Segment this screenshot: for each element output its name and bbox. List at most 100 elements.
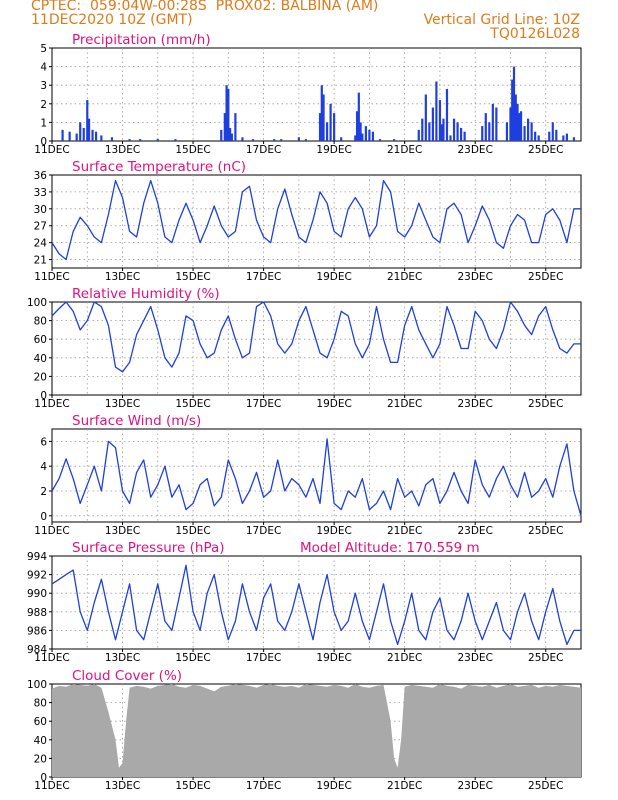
panel2-xtick-label: 15DEC xyxy=(175,271,210,283)
panel1-bar xyxy=(523,126,526,141)
panel1-xtick-label: 25DEC xyxy=(528,144,563,156)
panel4-xtick-label: 17DEC xyxy=(246,525,281,537)
panel1-bar xyxy=(174,139,177,141)
panel1-bar xyxy=(359,122,362,141)
panel4-xtick-label: 19DEC xyxy=(316,525,351,537)
panel1-bar xyxy=(417,129,420,141)
panel3-ytick-label: 20 xyxy=(34,371,47,383)
panel1-bar xyxy=(551,122,554,141)
panel1-bar xyxy=(548,131,551,141)
header-line2-left: 11DEC2020 10Z (GMT) xyxy=(31,12,193,28)
panel6-ytick-label: 0 xyxy=(40,772,47,784)
panel1-bar xyxy=(572,137,576,141)
panel1-bar xyxy=(442,118,445,141)
panel2-ytick-label: 36 xyxy=(34,170,48,182)
panel6-xtick-label: 19DEC xyxy=(316,780,351,792)
panel6-xtick-label: 13DEC xyxy=(105,780,140,792)
panel1-bar xyxy=(555,129,558,141)
panel6-ytick-label: 80 xyxy=(34,698,47,710)
panel2-xtick-label: 21DEC xyxy=(387,271,422,283)
panel4-xtick-label: 13DEC xyxy=(105,525,140,537)
panel1-bar xyxy=(225,85,228,141)
panel4-ytick-label: 2 xyxy=(40,486,47,498)
panel1-bar xyxy=(82,127,85,141)
panel1-bar xyxy=(491,103,494,141)
panel5-ytick-label: 990 xyxy=(27,588,47,600)
panel4-ytick-label: 4 xyxy=(40,461,47,473)
panel3-frame xyxy=(51,301,582,396)
panel1-bar xyxy=(440,124,443,141)
panel1-bar xyxy=(438,100,442,141)
header-line1-left: CPTEC: 059:04W-00:28S PROX02: BALBINA (A… xyxy=(31,0,379,14)
panel2-xtick-label: 19DEC xyxy=(316,271,351,283)
panel1-ytick-label: 5 xyxy=(40,43,47,55)
panel2-xtick-label: 25DEC xyxy=(528,271,563,283)
panel6-xtick-label: 11DEC xyxy=(34,780,69,792)
panel1-bar xyxy=(530,122,533,141)
panel4-xtick-label: 21DEC xyxy=(387,525,422,537)
panel4-xtick-label: 11DEC xyxy=(34,525,69,537)
panel2-ytick-label: 27 xyxy=(34,221,47,233)
panel1-bar xyxy=(565,133,568,141)
panel1-bar xyxy=(355,111,359,141)
panel1-xtick-label: 13DEC xyxy=(105,144,140,156)
panel3-xtick-label: 15DEC xyxy=(175,398,210,410)
panel1-bar xyxy=(220,129,223,141)
panel6-xtick-label: 17DEC xyxy=(246,780,281,792)
panel1-bar xyxy=(484,113,487,141)
panel3-title: Relative Humidity (%) xyxy=(72,286,220,302)
panel1-bar xyxy=(223,113,226,141)
panel1-bar xyxy=(516,103,519,141)
panel1-bar xyxy=(340,137,343,141)
panel1-bar xyxy=(354,135,357,141)
panel1-bar xyxy=(68,131,71,141)
panel1-xtick-label: 21DEC xyxy=(387,144,422,156)
panel1-bar xyxy=(100,135,103,141)
panel1-bar xyxy=(322,94,325,141)
panel6-ytick-label: 100 xyxy=(27,679,47,691)
panel3-xtick-label: 23DEC xyxy=(457,398,492,410)
panel1-bar xyxy=(227,88,230,141)
panel2-xtick-label: 13DEC xyxy=(105,271,140,283)
panel1-bar xyxy=(512,66,516,141)
panel1-xtick-label: 11DEC xyxy=(34,144,69,156)
panel6-area xyxy=(52,684,581,777)
panel1-bar xyxy=(280,139,283,141)
panel5-xtick-label: 19DEC xyxy=(316,652,351,664)
panel4-title: Surface Wind (m/s) xyxy=(72,413,201,429)
panel3-ytick-label: 0 xyxy=(40,390,47,402)
panel1-bar xyxy=(452,118,456,141)
header-line3-right: TQ0126L028 xyxy=(490,26,580,42)
panel3-ytick-label: 40 xyxy=(34,353,47,365)
panel5-ytick-label: 988 xyxy=(27,607,47,619)
panel5-ytick-label: 992 xyxy=(27,570,47,582)
panel1-bar xyxy=(519,111,523,141)
panel1-bar xyxy=(61,129,64,141)
panel1-frame xyxy=(51,47,582,142)
panel1-bar xyxy=(318,113,322,141)
panel1-bar xyxy=(435,81,438,141)
panel4-ytick-label: 6 xyxy=(40,436,47,448)
panel1-bar xyxy=(371,131,375,141)
panel1-bar xyxy=(304,139,308,141)
panel2-xtick-label: 17DEC xyxy=(246,271,281,283)
panel1-bar xyxy=(325,122,329,141)
panel1-title: Precipitation (mm/h) xyxy=(72,32,211,48)
panel3-xtick-label: 11DEC xyxy=(34,398,69,410)
panel1-xtick-label: 17DEC xyxy=(246,144,281,156)
panel6-ytick-label: 40 xyxy=(34,735,47,747)
panel1-bar xyxy=(368,129,371,141)
panel1-bar xyxy=(518,113,521,141)
panel1-bar xyxy=(329,103,332,141)
panel5-xtick-label: 21DEC xyxy=(387,652,422,664)
panel1-bar xyxy=(537,135,540,141)
panel1-bar xyxy=(241,137,244,141)
panel2-ytick-label: 24 xyxy=(34,238,48,250)
panel6-xtick-label: 15DEC xyxy=(175,780,210,792)
panel6-xtick-label: 23DEC xyxy=(457,780,492,792)
panel1-bar xyxy=(456,122,459,141)
panel1-bar xyxy=(511,79,514,141)
panel6-xtick-label: 21DEC xyxy=(387,780,422,792)
panel4-ytick-label: 0 xyxy=(40,511,47,523)
